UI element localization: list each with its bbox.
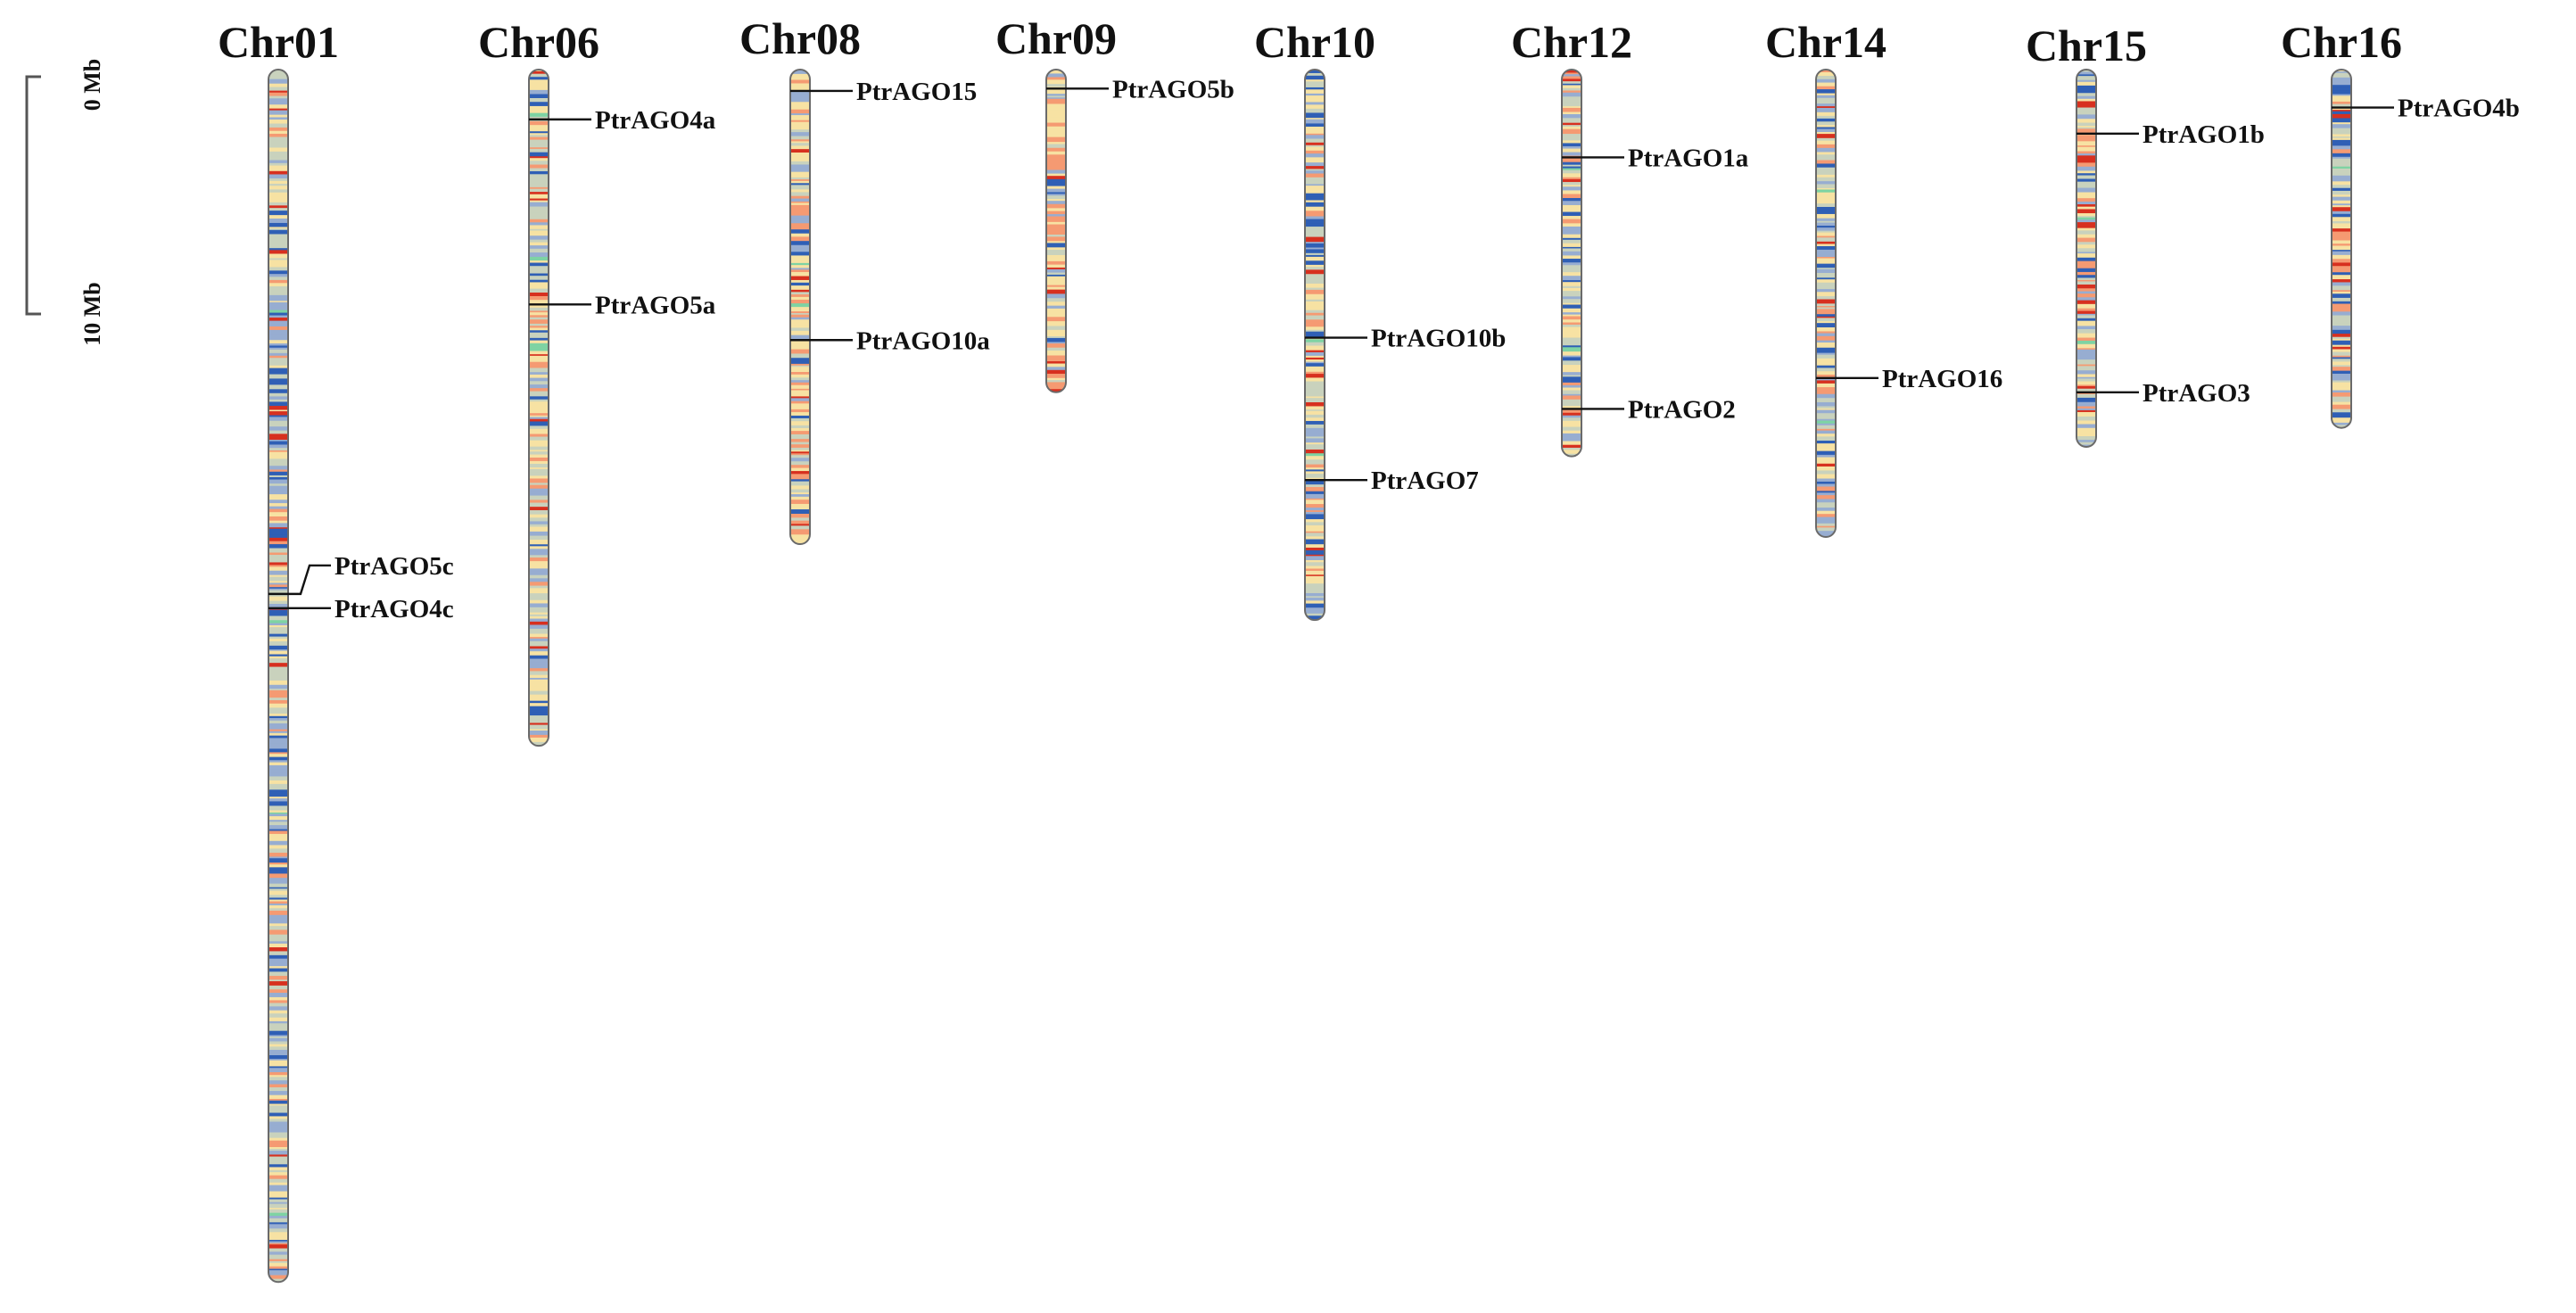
gene-label: PtrAGO2 xyxy=(1628,395,1736,424)
gene-label: PtrAGO4a xyxy=(595,106,716,135)
chromosome-chr01: Chr01 PtrAGO5c PtrAGO4c xyxy=(218,17,454,1284)
gene-label: PtrAGO5c xyxy=(334,552,454,581)
chromosome-body xyxy=(1305,70,1325,621)
chromosome-chr10: Chr10 PtrAGO10b PtrAGO7 xyxy=(1254,17,1506,622)
chromosome-body xyxy=(268,70,288,1283)
chromosome-chr16: Chr16 PtrAGO4b xyxy=(2281,17,2520,429)
chromosome-outline xyxy=(1045,69,1067,393)
chromosome-title: Chr01 xyxy=(218,17,339,67)
gene-label: PtrAGO4c xyxy=(334,595,454,623)
chromosome-title: Chr10 xyxy=(1254,17,1375,67)
chromosome-outline xyxy=(2076,69,2097,448)
gene-label: PtrAGO15 xyxy=(856,78,977,106)
chromosome-title: Chr14 xyxy=(1765,17,1887,67)
chromosome-outline xyxy=(528,69,549,747)
chromosome-body xyxy=(2076,70,2096,447)
chromosome-chr06: Chr06 PtrAGO4a PtrAGO5a xyxy=(478,17,716,747)
chromosome-title: Chr06 xyxy=(478,17,599,67)
chromosome-chr12: Chr12 PtrAGO1a PtrAGO2 xyxy=(1511,17,1749,458)
gene-label: PtrAGO7 xyxy=(1371,467,1479,495)
gene-label: PtrAGO5a xyxy=(595,291,716,319)
gene-label: PtrAGO16 xyxy=(1882,365,2002,393)
chromosome-title: Chr15 xyxy=(2026,21,2147,70)
chromosome-outline xyxy=(1815,69,1837,539)
chromosome-chr09: Chr09 PtrAGO5b xyxy=(995,13,1234,393)
chromosome-title: Chr12 xyxy=(1511,17,1632,67)
chromosome-body xyxy=(790,70,810,545)
chromosome-chr15: Chr15 PtrAGO1b PtrAGO3 xyxy=(2026,21,2265,448)
scale-bottom-label: 10 Mb xyxy=(79,282,105,346)
chromosome-body xyxy=(529,70,549,747)
scale-bracket xyxy=(25,75,41,316)
gene-label: PtrAGO10a xyxy=(856,326,990,355)
gene-label: PtrAGO10b xyxy=(1371,325,1506,353)
gene-label: PtrAGO3 xyxy=(2143,379,2250,408)
scale-bar: 0 Mb 10 Mb xyxy=(25,59,105,346)
gene-label: PtrAGO4b xyxy=(2398,95,2520,123)
scale-top-label: 0 Mb xyxy=(79,59,105,111)
chromosome-body xyxy=(1562,70,1581,457)
chromosome-chr14: Chr14 PtrAGO16 xyxy=(1765,17,2002,539)
chromosome-outline xyxy=(1304,69,1325,622)
gene-marker-line xyxy=(268,564,331,596)
chromosome-outline xyxy=(1561,69,1582,458)
chromosome-outline xyxy=(268,69,289,1284)
gene-label: PtrAGO1a xyxy=(1628,144,1749,172)
chromosome-body xyxy=(1046,70,1066,392)
gene-label: PtrAGO1b xyxy=(2143,120,2265,149)
chromosome-title: Chr09 xyxy=(995,13,1117,63)
chromosome-chr08: Chr08 PtrAGO15 PtrAGO10a xyxy=(739,13,990,546)
chromosome-title: Chr16 xyxy=(2281,17,2402,67)
chromosome-body xyxy=(2332,70,2351,428)
chromosome-outline xyxy=(789,69,811,546)
chromosome-body xyxy=(1816,70,1836,538)
chromosome-outline xyxy=(2331,69,2352,429)
chromosome-title: Chr08 xyxy=(739,13,861,63)
gene-label: PtrAGO5b xyxy=(1112,75,1234,103)
